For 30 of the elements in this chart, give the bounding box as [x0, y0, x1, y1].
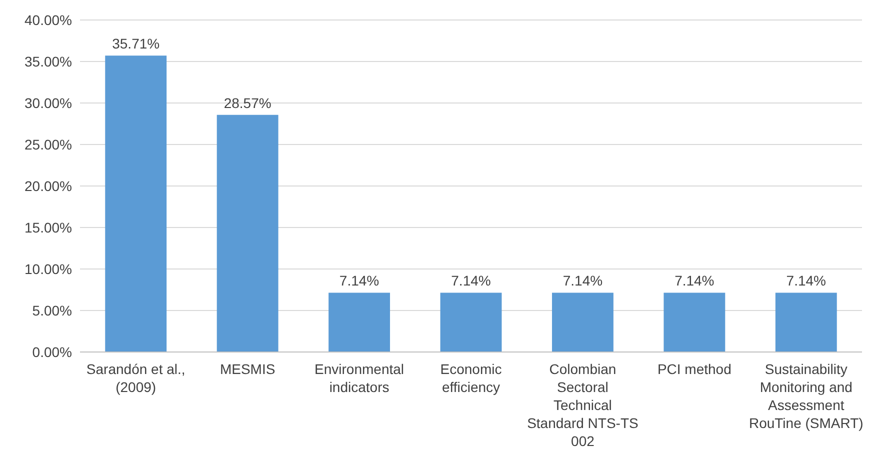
data-label: 7.14% — [562, 272, 603, 289]
y-tick-label: 0.00% — [32, 344, 72, 360]
y-tick-label: 30.00% — [24, 94, 72, 111]
bar — [328, 292, 390, 352]
data-label: 35.71% — [112, 36, 160, 52]
x-tick-label: PCI method — [657, 361, 732, 377]
bar — [216, 114, 278, 352]
y-tick-label: 15.00% — [24, 219, 72, 236]
y-tick-label: 10.00% — [24, 260, 72, 277]
x-tick-label: Sustainability Monitoring and Assessment RouTine (SMART) — [748, 361, 864, 431]
y-tick-label: 35.00% — [24, 53, 72, 70]
data-label: 28.57% — [224, 94, 272, 111]
bar — [775, 292, 837, 352]
x-tick-label: MESMIS — [220, 361, 276, 377]
y-tick-label: 40.00% — [24, 12, 72, 28]
data-label: 7.14% — [674, 272, 714, 289]
data-label: 7.14% — [339, 272, 380, 289]
bar — [664, 292, 726, 352]
bar — [552, 292, 614, 352]
x-tick-label: Colombian Sectoral Technical Standard NTS-TS 002 — [527, 361, 638, 449]
y-tick-label: 5.00% — [32, 302, 72, 318]
x-tick-label: Economic efficiency — [440, 361, 502, 395]
x-tick-label: Sarandón et al., (2009) — [86, 361, 186, 395]
data-label: 7.14% — [786, 272, 826, 289]
data-label: 7.14% — [451, 272, 491, 289]
bar — [105, 56, 167, 352]
y-tick-label: 20.00% — [24, 178, 72, 194]
bar — [440, 292, 502, 352]
x-tick-label: Environmental indicators — [314, 361, 404, 395]
y-tick-label: 25.00% — [24, 136, 72, 152]
